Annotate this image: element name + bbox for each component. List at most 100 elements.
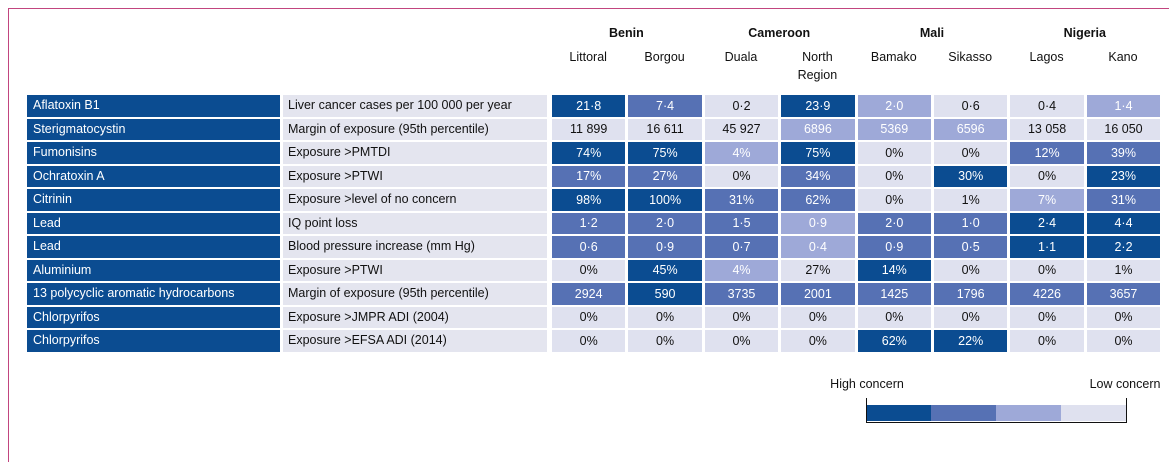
value-cell: 62% bbox=[781, 189, 855, 211]
value-cell: 34% bbox=[781, 165, 855, 187]
value-cell: 45% bbox=[628, 259, 702, 281]
value-cell: 6896 bbox=[781, 118, 855, 140]
value-cell: 0% bbox=[1010, 330, 1084, 352]
value-cell: 2·0 bbox=[628, 212, 702, 234]
value-cell: 23·9 bbox=[781, 95, 855, 117]
country-header: Nigeria bbox=[1063, 26, 1106, 40]
value-cell: 30% bbox=[934, 165, 1008, 187]
value-cell: 0·9 bbox=[857, 236, 931, 258]
value-cell: 0% bbox=[934, 142, 1008, 164]
value-cell: 17% bbox=[552, 165, 626, 187]
measure-cell: Exposure >PMTDI bbox=[283, 142, 547, 164]
value-cell: 1% bbox=[1086, 259, 1161, 281]
value-cell: 0% bbox=[857, 165, 931, 187]
value-cell: 1·4 bbox=[1086, 95, 1161, 117]
value-cell: 1425 bbox=[857, 283, 931, 305]
value-cell: 0·9 bbox=[628, 236, 702, 258]
value-cell: 590 bbox=[628, 283, 702, 305]
measure-cell: Exposure >PTWI bbox=[283, 165, 547, 187]
value-cell: 4% bbox=[704, 142, 779, 164]
value-cell: 3735 bbox=[704, 283, 779, 305]
hazard-cell: Lead bbox=[27, 236, 280, 258]
measure-cell: Blood pressure increase (mm Hg) bbox=[283, 236, 547, 258]
legend-swatch bbox=[1061, 405, 1126, 421]
value-cell: 27% bbox=[781, 259, 855, 281]
value-cell: 2·4 bbox=[1010, 212, 1084, 234]
legend-tick bbox=[866, 398, 867, 423]
value-cell: 45 927 bbox=[704, 118, 779, 140]
value-cell: 4226 bbox=[1010, 283, 1084, 305]
frame bbox=[8, 8, 1169, 9]
value-cell: 13 058 bbox=[1010, 118, 1084, 140]
legend-baseline bbox=[866, 422, 1127, 423]
measure-cell: Margin of exposure (95th percentile) bbox=[283, 283, 547, 305]
value-cell: 0% bbox=[934, 306, 1008, 328]
value-cell: 100% bbox=[628, 189, 702, 211]
value-cell: 2001 bbox=[781, 283, 855, 305]
value-cell: 0% bbox=[781, 330, 855, 352]
site-header: Lagos bbox=[1029, 50, 1064, 64]
legend-low: Low concern bbox=[1089, 377, 1161, 391]
hazard-cell: Sterigmatocystin bbox=[27, 118, 280, 140]
country-header: Cameroon bbox=[748, 26, 811, 40]
hazard-cell: Lead bbox=[27, 212, 280, 234]
legend-high: High concern bbox=[830, 377, 904, 391]
value-cell: 0·4 bbox=[781, 236, 855, 258]
value-cell: 39% bbox=[1086, 142, 1161, 164]
site-header: Littoral bbox=[569, 50, 607, 64]
value-cell: 0% bbox=[781, 306, 855, 328]
value-cell: 4·4 bbox=[1086, 212, 1161, 234]
site-header: Kano bbox=[1108, 50, 1138, 64]
value-cell: 0% bbox=[704, 330, 779, 352]
value-cell: 0% bbox=[552, 259, 626, 281]
value-cell: 98% bbox=[552, 189, 626, 211]
value-cell: 0·2 bbox=[704, 95, 779, 117]
value-cell: 0% bbox=[552, 330, 626, 352]
legend-swatch bbox=[931, 405, 996, 421]
value-cell: 16 611 bbox=[628, 118, 702, 140]
value-cell: 31% bbox=[1086, 189, 1161, 211]
legend-tick bbox=[1126, 398, 1127, 423]
value-cell: 2·0 bbox=[857, 212, 931, 234]
value-cell: 1% bbox=[934, 189, 1008, 211]
country-header: Mali bbox=[919, 26, 945, 40]
value-cell: 0% bbox=[704, 165, 779, 187]
value-cell: 0·9 bbox=[781, 212, 855, 234]
value-cell: 22% bbox=[934, 330, 1008, 352]
value-cell: 75% bbox=[628, 142, 702, 164]
value-cell: 16 050 bbox=[1086, 118, 1161, 140]
value-cell: 0% bbox=[1086, 330, 1161, 352]
value-cell: 1796 bbox=[934, 283, 1008, 305]
frame bbox=[8, 8, 9, 462]
hazard-cell: Aflatoxin B1 bbox=[27, 95, 280, 117]
value-cell: 75% bbox=[781, 142, 855, 164]
value-cell: 2924 bbox=[552, 283, 626, 305]
hazard-cell: Fumonisins bbox=[27, 142, 280, 164]
value-cell: 5369 bbox=[857, 118, 931, 140]
country-header: Benin bbox=[609, 26, 644, 40]
hazard-cell: Ochratoxin A bbox=[27, 165, 280, 187]
value-cell: 4% bbox=[704, 259, 779, 281]
value-cell: 0% bbox=[857, 142, 931, 164]
value-cell: 0% bbox=[1010, 259, 1084, 281]
value-cell: 7·4 bbox=[628, 95, 702, 117]
value-cell: 0% bbox=[1086, 306, 1161, 328]
value-cell: 0% bbox=[704, 306, 779, 328]
measure-cell: Exposure >PTWI bbox=[283, 259, 547, 281]
value-cell: 12% bbox=[1010, 142, 1084, 164]
value-cell: 7% bbox=[1010, 189, 1084, 211]
value-cell: 2·0 bbox=[857, 95, 931, 117]
legend-swatch bbox=[996, 405, 1061, 421]
value-cell: 1·1 bbox=[1010, 236, 1084, 258]
site-header: Duala bbox=[724, 50, 758, 64]
value-cell: 3657 bbox=[1086, 283, 1161, 305]
hazard-cell: Citrinin bbox=[27, 189, 280, 211]
value-cell: 0% bbox=[857, 189, 931, 211]
value-cell: 0% bbox=[628, 306, 702, 328]
measure-cell: IQ point loss bbox=[283, 212, 547, 234]
site-header: Bamako bbox=[870, 50, 917, 64]
value-cell: 74% bbox=[552, 142, 626, 164]
value-cell: 6596 bbox=[934, 118, 1008, 140]
value-cell: 23% bbox=[1086, 165, 1161, 187]
